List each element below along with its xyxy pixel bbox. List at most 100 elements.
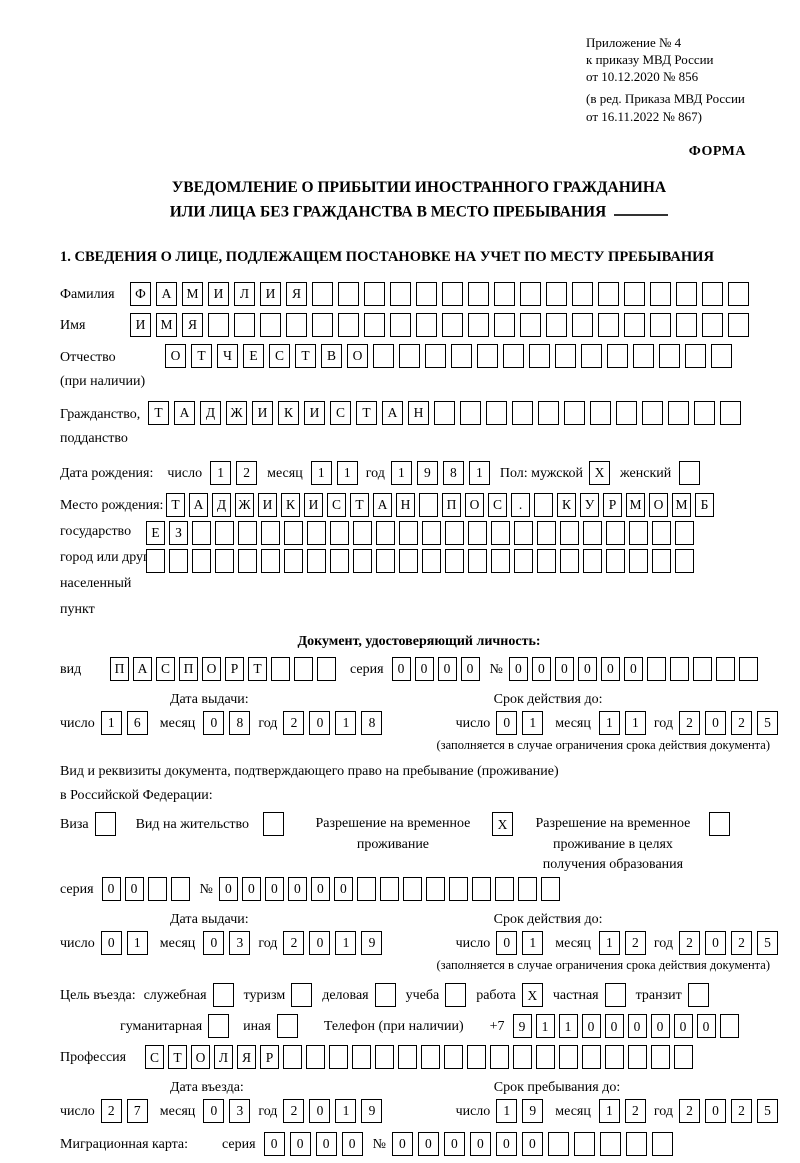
- char-box: 5: [757, 1098, 778, 1123]
- name-label: Имя: [60, 317, 86, 333]
- char-box: [590, 400, 611, 425]
- checkbox: [94, 812, 116, 837]
- char-box: [573, 1131, 595, 1156]
- char-box: [675, 520, 694, 545]
- char-box: [169, 548, 188, 573]
- char-box: 1: [522, 930, 544, 955]
- char-box: [559, 1045, 578, 1070]
- char-box: [582, 1045, 601, 1070]
- char-box: 1: [335, 1098, 357, 1123]
- char-box: [286, 312, 307, 337]
- char-box: 0: [600, 657, 620, 682]
- char-box: И: [208, 281, 229, 306]
- char-box: [629, 548, 648, 573]
- char-box: Д: [200, 400, 221, 425]
- char-box: [260, 312, 281, 337]
- char-box: М: [626, 492, 645, 517]
- char-box: [390, 281, 411, 306]
- char-box: [486, 400, 507, 425]
- char-box: 0: [391, 1131, 413, 1156]
- char-box: [468, 281, 489, 306]
- char-box: [633, 343, 654, 368]
- char-box: 0: [521, 1131, 543, 1156]
- header-line: к приказу МВД России: [586, 52, 714, 68]
- char-box: 0: [315, 1131, 337, 1156]
- char-box: 0: [443, 1131, 465, 1156]
- char-box: [674, 1045, 693, 1070]
- char-box: 9: [522, 1098, 544, 1123]
- purpose-tourism-checkbox: [291, 983, 313, 1008]
- char-box: [399, 520, 418, 545]
- citizenship-label-line2: подданство: [60, 430, 128, 446]
- birth-day-label: число: [167, 465, 203, 481]
- birthplace-labels: Место рождения: государство город или др…: [60, 493, 166, 623]
- purpose-option: работа X: [476, 983, 543, 1008]
- char-box: [520, 281, 541, 306]
- char-box: 1: [336, 460, 358, 485]
- char-box: [215, 520, 234, 545]
- char-box: 9: [361, 930, 383, 955]
- char-box: [399, 548, 418, 573]
- char-box: 0: [627, 1014, 647, 1039]
- char-box: 1: [310, 460, 332, 485]
- char-box: 2: [624, 1098, 646, 1123]
- doc-series-label: серия: [350, 662, 384, 678]
- char-box: [538, 400, 559, 425]
- char-box: [330, 520, 349, 545]
- birthplace-label-line3: город или другой: [60, 549, 163, 565]
- char-box: [425, 343, 446, 368]
- char-box: 0: [496, 710, 518, 735]
- char-box: [606, 520, 625, 545]
- char-box: Т: [168, 1045, 187, 1070]
- char-box: 0: [623, 657, 643, 682]
- char-box: [581, 343, 602, 368]
- char-box: [283, 1045, 302, 1070]
- day-label: число: [455, 935, 491, 951]
- month-label: месяц: [555, 935, 591, 951]
- char-box: 8: [361, 710, 383, 735]
- char-box: [583, 548, 602, 573]
- char-box: [312, 281, 333, 306]
- purpose-study-checkbox: [445, 983, 467, 1008]
- char-box: [306, 1045, 325, 1070]
- purpose-option: иная: [243, 1014, 298, 1039]
- checkbox: [276, 1014, 298, 1039]
- char-box: [421, 1045, 440, 1070]
- char-box: [719, 1014, 739, 1039]
- char-box: 6: [126, 710, 148, 735]
- char-box: [514, 548, 533, 573]
- char-box: .: [511, 492, 530, 517]
- char-box: К: [557, 492, 576, 517]
- char-box: [629, 520, 648, 545]
- char-box: 1: [390, 460, 412, 485]
- char-box: 0: [341, 1131, 363, 1156]
- char-box: [624, 312, 645, 337]
- char-box: Д: [212, 492, 231, 517]
- purpose-work-checkbox: X: [521, 983, 543, 1008]
- checkbox: [208, 1014, 230, 1039]
- char-box: 0: [310, 877, 330, 902]
- char-box: 0: [604, 1014, 624, 1039]
- char-box: 2: [679, 710, 700, 735]
- char-box: [720, 400, 741, 425]
- char-box: [555, 343, 576, 368]
- char-box: 1: [624, 710, 646, 735]
- char-box: [606, 548, 625, 573]
- char-box: Т: [248, 657, 267, 682]
- char-box: [434, 400, 455, 425]
- char-box: [376, 520, 395, 545]
- char-box: 0: [495, 1131, 517, 1156]
- char-box: 5: [757, 930, 778, 955]
- char-box: [616, 400, 637, 425]
- char-box: [676, 312, 697, 337]
